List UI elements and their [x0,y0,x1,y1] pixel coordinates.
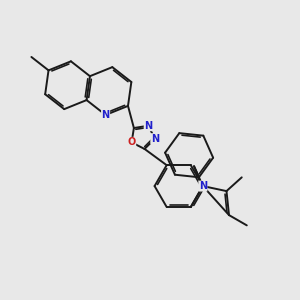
Text: N: N [151,134,159,144]
Text: N: N [101,110,110,120]
Text: N: N [199,181,207,191]
Text: O: O [128,137,136,147]
Text: N: N [144,121,152,131]
